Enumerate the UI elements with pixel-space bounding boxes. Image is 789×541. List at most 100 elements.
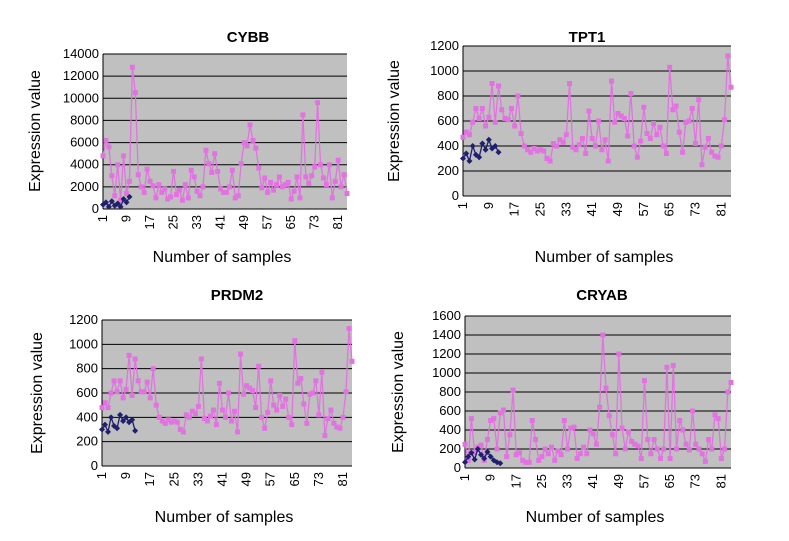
data-point — [463, 129, 469, 135]
data-point — [715, 154, 721, 160]
data-point — [323, 182, 329, 188]
y-tick-label: 12000 — [63, 68, 99, 83]
x-tick-label: 81 — [330, 215, 345, 229]
data-point — [496, 83, 502, 89]
data-point — [497, 410, 503, 416]
data-point — [219, 407, 225, 413]
data-point — [120, 196, 127, 203]
data-point — [341, 172, 347, 178]
data-point — [587, 427, 593, 433]
data-point — [696, 446, 702, 452]
y-tick-label: 10000 — [63, 90, 99, 105]
data-point — [262, 175, 268, 181]
data-point — [135, 172, 141, 178]
data-point — [664, 364, 670, 370]
y-tick-label: 6000 — [70, 135, 99, 150]
data-point — [725, 389, 731, 395]
data-point — [625, 133, 631, 139]
data-point — [259, 414, 265, 420]
chart-cybb: 0 2000 4000 6000 8000 10000 12000 14000 1 9 17 25 33… — [27, 29, 350, 266]
data-point — [212, 151, 218, 157]
series-control — [462, 446, 504, 467]
data-point — [173, 192, 179, 198]
data-point — [114, 389, 120, 395]
x-tick-label: 41 — [585, 474, 600, 488]
data-point — [165, 417, 171, 423]
data-point — [114, 200, 121, 207]
data-point — [198, 356, 204, 362]
data-point — [215, 168, 221, 174]
data-point — [325, 416, 331, 422]
data-point — [99, 426, 105, 433]
x-tick-label: 17 — [508, 474, 523, 488]
y-tick-label: 0 — [91, 458, 98, 473]
data-point — [629, 438, 635, 444]
x-tick-label: 57 — [636, 474, 651, 488]
data-point — [218, 186, 224, 192]
data-point — [689, 106, 695, 111]
y-axis-title: Expression value — [390, 331, 407, 453]
data-point — [460, 155, 466, 162]
data-point — [111, 378, 117, 384]
data-point — [289, 422, 295, 428]
data-point — [180, 429, 186, 435]
data-point — [523, 459, 529, 465]
data-point — [271, 187, 277, 193]
data-point — [129, 64, 135, 70]
data-point — [285, 179, 291, 185]
data-point — [576, 142, 582, 148]
data-point — [505, 117, 511, 123]
data-point — [182, 182, 188, 188]
data-point — [340, 414, 346, 420]
x-tick-label: 57 — [260, 215, 275, 229]
x-tick-label: 81 — [335, 472, 350, 486]
data-point — [268, 378, 274, 384]
data-point — [274, 407, 280, 413]
data-point — [533, 437, 539, 442]
y-tick-label: 600 — [437, 113, 459, 128]
data-point — [660, 143, 666, 149]
data-point — [106, 144, 112, 150]
data-point — [126, 178, 132, 184]
data-point — [105, 405, 111, 411]
data-point — [276, 174, 282, 180]
data-point — [304, 420, 310, 426]
data-point — [482, 146, 489, 153]
data-point — [102, 421, 109, 428]
data-point — [206, 161, 212, 167]
data-point — [343, 389, 349, 395]
data-point — [555, 448, 561, 454]
data-point — [294, 174, 300, 180]
data-point — [344, 191, 350, 196]
data-point — [114, 425, 121, 432]
x-tick-label: 17 — [142, 215, 157, 229]
data-point — [722, 117, 728, 123]
x-tick-label: 57 — [636, 202, 651, 216]
x-tick-label: 65 — [287, 472, 302, 486]
x-tick-label: 49 — [239, 472, 254, 486]
data-point — [171, 418, 177, 424]
data-point — [677, 418, 683, 423]
x-tick-label: 81 — [713, 202, 728, 216]
data-point — [525, 147, 531, 153]
data-point — [491, 416, 497, 422]
data-point — [706, 437, 712, 442]
data-point — [168, 419, 174, 425]
data-point — [552, 457, 558, 463]
data-point — [118, 197, 124, 203]
data-point — [117, 203, 124, 210]
data-point — [709, 446, 715, 452]
data-point — [226, 184, 232, 190]
data-point — [592, 143, 598, 149]
data-point — [129, 416, 136, 423]
data-point — [520, 457, 526, 463]
data-point — [132, 427, 139, 434]
data-point — [141, 189, 147, 195]
data-point — [680, 427, 686, 433]
data-point — [108, 414, 115, 421]
chart-tpt1: 0 200 400 600 800 1000 1200 1 9 17 25 33 41 49 57 65 73 8… — [386, 29, 734, 266]
x-tick-label: 81 — [713, 474, 728, 488]
data-point — [191, 174, 197, 180]
data-point — [144, 379, 150, 385]
y-tick-label: 1400 — [432, 327, 461, 342]
